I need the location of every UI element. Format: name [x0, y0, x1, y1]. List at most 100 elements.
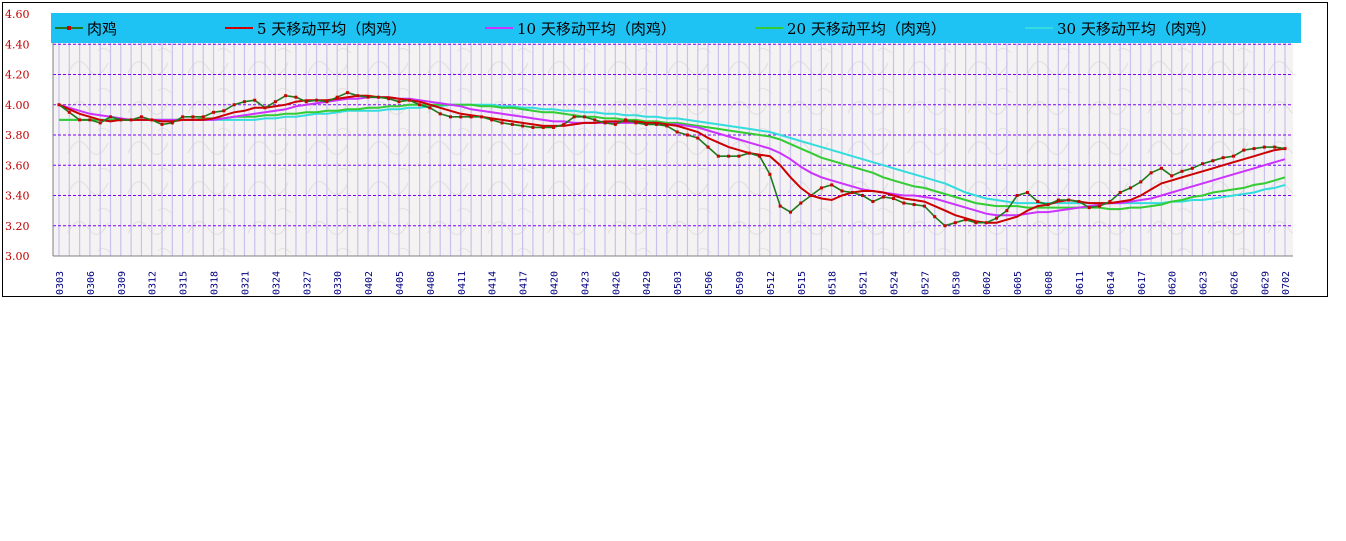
data-point [902, 201, 906, 205]
legend-label: 5 天移动平均（肉鸡） [257, 20, 406, 38]
y-tick-label: 4.00 [5, 99, 30, 112]
y-tick-label: 3.40 [5, 190, 30, 203]
data-point [655, 122, 659, 126]
data-point [356, 94, 360, 98]
data-point [98, 121, 102, 125]
data-point [1242, 148, 1246, 152]
data-point [1128, 186, 1132, 190]
legend-marker [67, 26, 71, 30]
data-point [768, 172, 772, 176]
y-tick-label: 3.20 [5, 220, 30, 233]
data-point [1056, 198, 1060, 202]
data-point [1201, 162, 1205, 166]
data-point [974, 221, 978, 225]
x-tick-label: 0417 [519, 271, 530, 295]
data-point [953, 221, 957, 225]
data-point [799, 201, 803, 205]
data-point [582, 115, 586, 119]
x-tick-label: 0423 [580, 271, 591, 295]
data-point [1025, 190, 1029, 194]
data-point [78, 118, 82, 122]
x-tick-label: 0509 [735, 271, 746, 295]
x-tick-label: 0530 [951, 271, 962, 295]
y-tick-label: 4.40 [5, 38, 30, 51]
x-tick-label: 0512 [766, 271, 777, 295]
data-point [613, 122, 617, 126]
legend-label: 30 天移动平均（肉鸡） [1057, 20, 1216, 38]
data-point [716, 154, 720, 158]
data-point [1139, 180, 1143, 184]
x-tick-label: 0611 [1075, 271, 1086, 295]
data-point [603, 121, 607, 125]
data-point [469, 115, 473, 119]
data-point [263, 106, 267, 110]
data-point [747, 151, 751, 155]
data-point [1262, 145, 1266, 149]
line-chart: 3.00 3.20 3.40 3.60 3.80 4.00 4.20 4.40 4.60 030… [5, 8, 1301, 295]
x-tick-label: 0527 [920, 271, 931, 295]
data-point [510, 122, 514, 126]
data-point [861, 194, 865, 197]
x-tick-label: 0405 [395, 271, 406, 295]
series-markers [57, 91, 1287, 228]
x-tick-label: 0318 [210, 271, 221, 295]
x-tick-label: 0608 [1044, 271, 1055, 295]
data-point [881, 195, 885, 199]
y-tick-label: 4.60 [5, 8, 30, 21]
y-tick-labels: 3.00 3.20 3.40 3.60 3.80 4.00 4.20 4.40 4.60 [5, 8, 30, 263]
data-point [521, 124, 525, 128]
legend-label: 肉鸡 [87, 20, 117, 38]
data-point [387, 97, 391, 101]
data-point [1077, 200, 1081, 204]
data-point [170, 121, 174, 125]
data-point [428, 106, 432, 110]
x-tick-label: 0629 [1260, 271, 1271, 295]
data-point [778, 204, 782, 208]
data-point [675, 130, 679, 134]
data-point [119, 118, 123, 122]
data-point [737, 154, 741, 158]
data-point [232, 103, 236, 107]
data-point [665, 124, 669, 128]
data-point [212, 110, 216, 114]
data-point [129, 118, 133, 122]
data-point [315, 98, 319, 102]
data-point [345, 91, 349, 95]
data-point [706, 145, 710, 149]
data-point [273, 100, 277, 104]
data-point [448, 115, 452, 119]
data-point [1231, 154, 1235, 158]
x-tick-label: 0429 [642, 271, 653, 295]
data-point [191, 115, 195, 119]
x-tick-label: 0515 [797, 271, 808, 295]
data-point [109, 115, 113, 119]
x-tick-label: 0315 [179, 271, 190, 295]
data-point [685, 133, 689, 137]
x-tick-label: 0623 [1199, 271, 1210, 295]
data-point [242, 100, 246, 104]
data-point [758, 154, 762, 158]
x-tick-label: 0303 [55, 271, 66, 295]
data-point [892, 197, 896, 201]
data-point [407, 98, 411, 102]
data-point [139, 115, 143, 119]
data-point [788, 210, 792, 214]
data-point [984, 221, 988, 225]
data-point [1015, 194, 1019, 197]
x-tick-label: 0602 [982, 271, 993, 295]
x-tick-label: 0702 [1281, 271, 1292, 295]
x-tick-label: 0626 [1229, 271, 1240, 295]
series-lines [58, 91, 1286, 227]
data-point [397, 100, 401, 104]
data-point [67, 110, 71, 114]
y-tick-label: 4.20 [5, 69, 30, 82]
chart-container: 3.00 3.20 3.40 3.60 3.80 4.00 4.20 4.40 4.60 030… [2, 2, 1328, 297]
data-point [88, 118, 92, 122]
data-point [1211, 159, 1215, 163]
data-point [912, 203, 916, 207]
data-point [294, 95, 298, 99]
data-point [304, 100, 308, 104]
data-point [531, 125, 535, 129]
data-point [1180, 169, 1184, 173]
data-point [201, 115, 205, 119]
